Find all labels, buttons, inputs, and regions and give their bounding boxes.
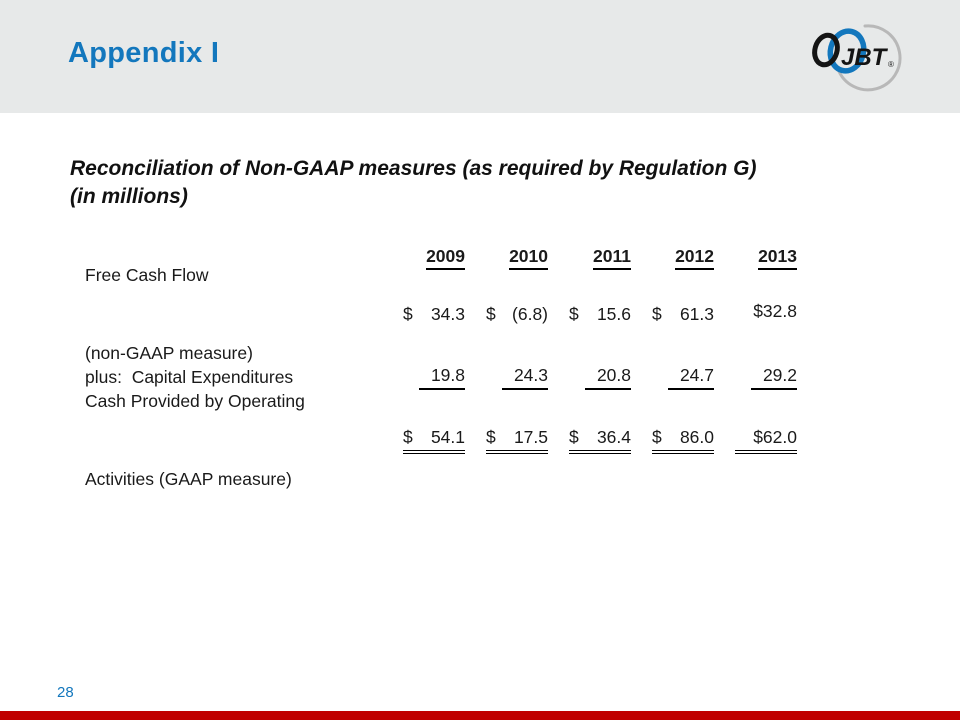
value: 29.2 (751, 365, 797, 390)
row-label-line1: plus: Capital Expenditures (85, 367, 294, 387)
value: 17.5 (513, 426, 548, 447)
year-header: 2012 (631, 246, 714, 278)
logo-black-ellipse-icon (812, 32, 840, 68)
year-header: 2010 (465, 246, 548, 278)
currency-symbol: $ (569, 426, 579, 447)
value-cell: $ (6.8) (465, 304, 548, 325)
logo-blue-ellipse-icon (827, 28, 867, 74)
row-label-line2: Activities (GAAP measure) (85, 469, 292, 489)
value-cell: 29.2 (714, 365, 797, 390)
reconciliation-table: 2009 2010 2011 2012 2013 Free Cash Flow … (85, 238, 797, 489)
value-cell: $62.0 (714, 427, 797, 454)
value: 24.7 (668, 365, 714, 390)
value-cell: $17.5 (465, 427, 548, 454)
value: 36.4 (596, 426, 631, 447)
value: (6.8) (512, 303, 548, 324)
value: 54.1 (430, 426, 465, 447)
logo-reg-mark: ® (888, 60, 894, 69)
value-cell: 24.7 (631, 365, 714, 390)
currency-symbol: $ (652, 303, 662, 324)
row-label-line1: Free Cash Flow (85, 265, 209, 285)
row-label-capital-expenditures: plus: Capital Expenditures (85, 312, 382, 442)
year-label: 2013 (758, 246, 797, 270)
value: 24.3 (502, 365, 548, 390)
year-label: 2010 (509, 246, 548, 270)
value: $32.8 (753, 301, 797, 321)
value-cell: $32.8 (714, 301, 797, 327)
value: 19.8 (419, 365, 465, 390)
jbt-logo: JBT ® (812, 24, 902, 92)
currency-symbol: $ (403, 426, 413, 447)
value-cell: $86.0 (631, 427, 714, 454)
value: 20.8 (585, 365, 631, 390)
table-heading-line2: (in millions) (70, 185, 188, 208)
page-title: Appendix I (68, 37, 220, 69)
year-header: 2011 (548, 246, 631, 278)
row-label-cash-operating-activities: Cash Provided by Operating Activities (G… (85, 336, 382, 544)
value: 34.3 (430, 303, 465, 324)
table-heading: Reconciliation of Non-GAAP measures (as … (70, 155, 850, 211)
value-cell: 20.8 (548, 365, 631, 390)
value-cell: $15.6 (548, 304, 631, 325)
row-label-free-cash-flow: Free Cash Flow (non-GAAP measure) (85, 210, 382, 418)
logo-text: JBT (841, 44, 889, 71)
currency-symbol: $ (403, 303, 413, 324)
value: 86.0 (679, 426, 714, 447)
year-label: 2012 (675, 246, 714, 270)
value-cell: $61.3 (631, 304, 714, 325)
value-cell: $34.3 (382, 304, 465, 325)
currency-symbol: $ (652, 426, 662, 447)
value-cell: 24.3 (465, 365, 548, 390)
year-header: 2009 (382, 246, 465, 278)
year-label: 2009 (426, 246, 465, 270)
header-band (0, 0, 960, 113)
page-number: 28 (57, 684, 74, 701)
logo-gray-swoosh-icon (836, 24, 902, 92)
value: 15.6 (596, 303, 631, 324)
value-cell: 19.8 (382, 365, 465, 390)
row-label-line1: Cash Provided by Operating (85, 391, 305, 411)
currency-symbol: $ (569, 303, 579, 324)
value-cell: $54.1 (382, 427, 465, 454)
value: $62.0 (753, 426, 797, 447)
row-label-line2: (non-GAAP measure) (85, 343, 253, 363)
currency-symbol: $ (486, 303, 496, 324)
currency-symbol: $ (486, 426, 496, 447)
value-cell: $36.4 (548, 427, 631, 454)
year-header: 2013 (714, 246, 797, 278)
footer-accent-bar (0, 711, 960, 720)
table-heading-line1: Reconciliation of Non-GAAP measures (as … (70, 157, 757, 180)
year-label: 2011 (593, 246, 631, 270)
value: 61.3 (679, 303, 714, 324)
